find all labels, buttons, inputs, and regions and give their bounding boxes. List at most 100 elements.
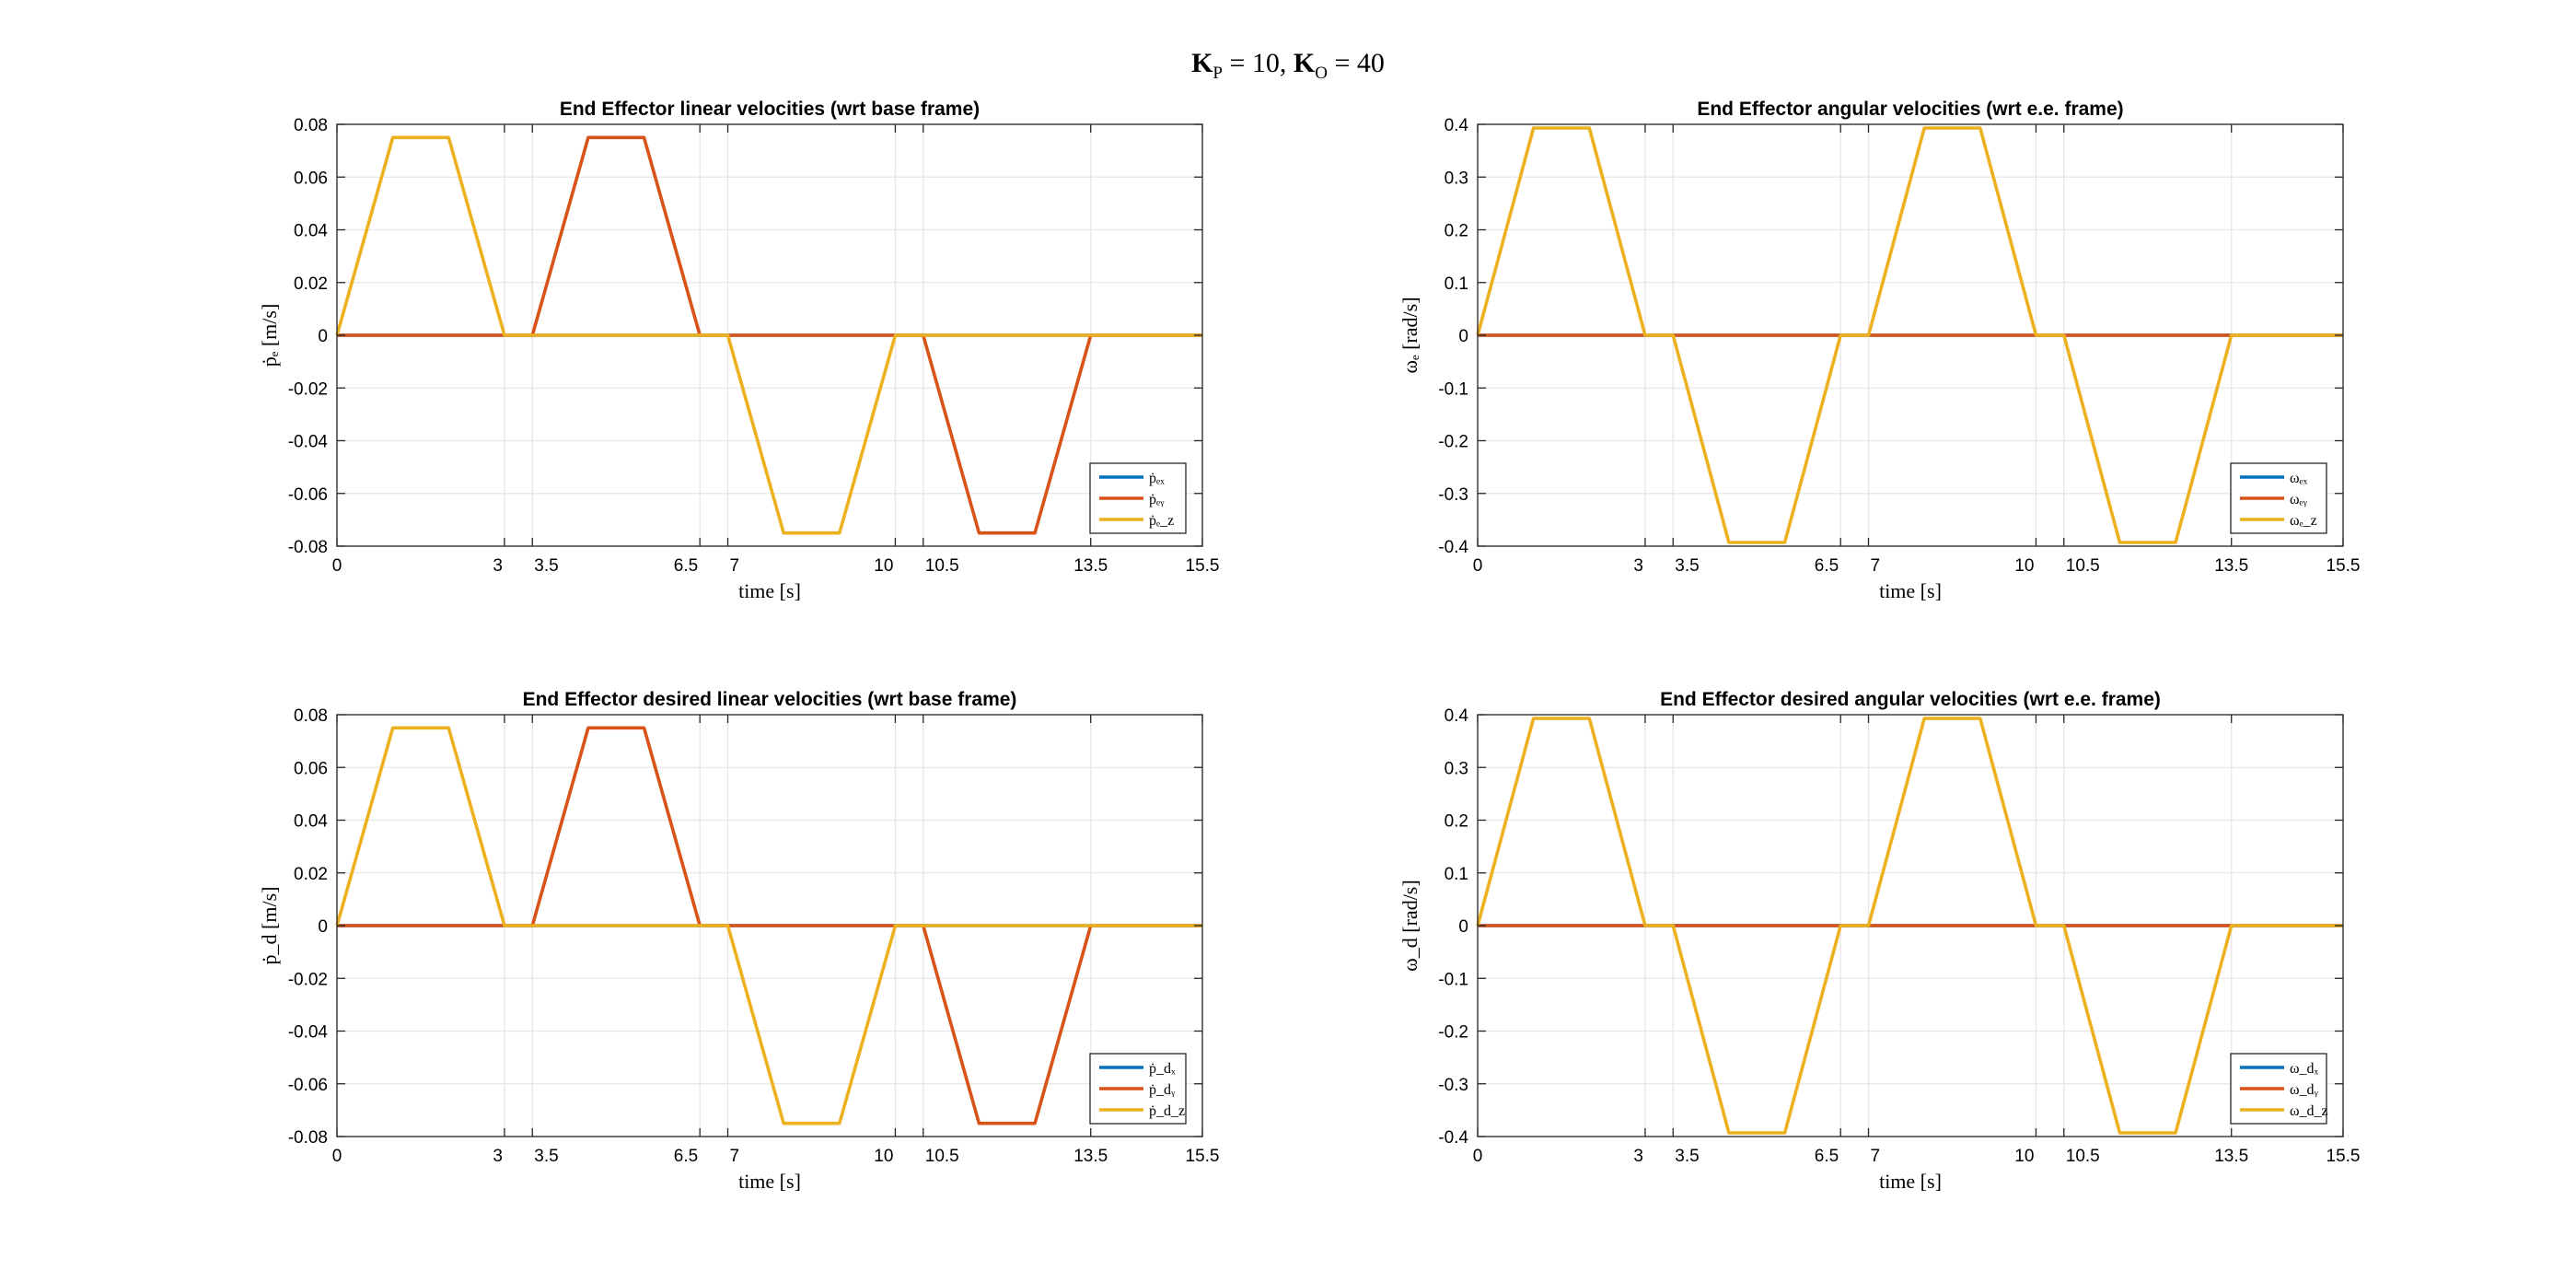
subplot-1: 0 3 3.5 6.5 7 10 10.5 13.5 15.5 -0.08 -0.06 -0.04 -0… (258, 99, 1219, 602)
x-tick-label: 15.5 (1186, 1147, 1220, 1166)
x-tick-label: 0 (332, 556, 342, 576)
y-tick-label: 0.08 (294, 116, 328, 135)
x-tick-label: 10 (874, 556, 893, 576)
x-tick-label: 6.5 (1815, 1147, 1839, 1166)
legend-label-2: ωₑᵧ (2290, 492, 2308, 507)
x-tick-label: 3 (493, 1147, 503, 1166)
series-line-3 (335, 135, 1202, 535)
legend: ω_dₓ ω_dᵧ ω_d_z (2230, 1053, 2328, 1125)
y-tick-label: 0.2 (1445, 812, 1468, 832)
subplot-4: 0 3 3.5 6.5 7 10 10.5 13.5 15.5 -0.4 -0.3 -0.2 -0.1 0… (1398, 689, 2360, 1193)
y-tick-label: 0.1 (1445, 274, 1468, 294)
series-line-3 (335, 726, 1202, 1125)
x-tick-label: 3 (1633, 556, 1643, 576)
y-tick-label: -0.2 (1438, 1023, 1468, 1043)
x-tick-label: 0 (332, 1147, 342, 1166)
legend-label-3: ωₑ_z (2290, 513, 2317, 529)
legend-label-1: ω_dₓ (2290, 1061, 2319, 1077)
x-tick-label: 10.5 (2066, 556, 2100, 576)
figure-title: KP = 10, KO = 40 (0, 48, 2576, 84)
y-tick-label: 0.1 (1445, 865, 1468, 884)
x-tick-label: 3 (1633, 1147, 1643, 1166)
legend-label-3: ṗₑ_z (1149, 513, 1174, 529)
legend-label-1: ωₑₓ (2290, 471, 2308, 486)
y-tick-label: 0 (1458, 327, 1468, 346)
y-tick-label: 0.06 (294, 759, 328, 778)
x-tick-label: 15.5 (1186, 556, 1220, 576)
y-tick-label: 0.04 (294, 222, 328, 241)
x-tick-label: 6.5 (674, 556, 698, 576)
x-tick-label: 3.5 (534, 1147, 558, 1166)
title-end: = 40 (1328, 48, 1385, 78)
x-tick-label: 13.5 (2214, 556, 2248, 576)
y-tick-label: 0.02 (294, 274, 328, 294)
x-tick-label: 15.5 (2327, 556, 2361, 576)
y-tick-label: 0.08 (294, 706, 328, 726)
legend-label-3: ω_d_z (2290, 1103, 2328, 1119)
y-tick-label: -0.3 (1438, 485, 1468, 505)
x-tick-label: 10 (2014, 556, 2034, 576)
x-tick-label: 10 (2014, 1147, 2034, 1166)
legend-label-1: ṗₑₓ (1149, 471, 1165, 486)
x-tick-label: 10.5 (925, 1147, 959, 1166)
title-mid: = 10, (1223, 48, 1294, 78)
y-tick-label: 0.4 (1445, 706, 1469, 726)
y-tick-label: 0.04 (294, 812, 328, 832)
y-tick-label: -0.4 (1438, 538, 1468, 557)
y-tick-label: -0.4 (1438, 1128, 1468, 1148)
series-line-3 (1476, 717, 2343, 1135)
legend-label-1: ṗ_dₓ (1149, 1061, 1176, 1077)
x-tick-label: 6.5 (674, 1147, 698, 1166)
subplot-title: End Effector desired linear velocities (… (523, 689, 1017, 710)
y-tick-label: 0.02 (294, 865, 328, 884)
y-tick-label: 0 (1458, 917, 1468, 937)
x-tick-label: 10.5 (2066, 1147, 2100, 1166)
x-tick-label: 13.5 (2214, 1147, 2248, 1166)
y-tick-label: 0 (318, 327, 328, 346)
y-tick-label: 0.2 (1445, 222, 1468, 241)
x-tick-label: 3.5 (534, 556, 558, 576)
y-axis-label: ṗₑ [m/s] (258, 304, 281, 367)
x-axis-label: time [s] (738, 579, 801, 602)
subplot-title: End Effector angular velocities (wrt e.e… (1697, 99, 2123, 120)
legend-label-2: ṗ_dᵧ (1149, 1082, 1176, 1098)
x-tick-label: 10 (874, 1147, 893, 1166)
title-k2: K (1293, 48, 1316, 78)
y-tick-label: -0.1 (1438, 379, 1468, 399)
y-tick-label: -0.02 (288, 379, 328, 399)
y-tick-label: -0.06 (288, 485, 328, 505)
title-k: K (1191, 48, 1213, 78)
x-tick-label: 3 (493, 556, 503, 576)
x-tick-label: 7 (1871, 1147, 1881, 1166)
y-tick-label: -0.08 (288, 538, 328, 557)
subplot-3: 0 3 3.5 6.5 7 10 10.5 13.5 15.5 -0.08 -0.06 -0.04 -0… (258, 689, 1219, 1193)
y-axis-label: ω_d [rad/s] (1398, 880, 1421, 971)
legend-label-2: ω_dᵧ (2290, 1082, 2319, 1098)
x-tick-label: 7 (1871, 556, 1881, 576)
y-tick-label: -0.08 (288, 1128, 328, 1148)
x-tick-label: 3.5 (1675, 1147, 1699, 1166)
subplot-title: End Effector desired angular velocities … (1660, 689, 2161, 710)
x-tick-label: 10.5 (925, 556, 959, 576)
y-tick-label: -0.3 (1438, 1076, 1468, 1095)
x-tick-label: 13.5 (1073, 1147, 1108, 1166)
y-tick-label: -0.02 (288, 970, 328, 989)
legend-label-2: ṗₑᵧ (1149, 492, 1165, 507)
x-tick-label: 3.5 (1675, 556, 1699, 576)
x-axis-label: time [s] (1879, 1170, 1942, 1193)
y-axis-label: ωₑ [rad/s] (1398, 297, 1421, 373)
legend-label-3: ṗ_d_z (1149, 1103, 1185, 1119)
title-sub-p: P (1213, 64, 1223, 83)
y-tick-label: -0.2 (1438, 433, 1468, 452)
y-tick-label: 0.06 (294, 169, 328, 188)
y-tick-label: 0.4 (1445, 116, 1469, 135)
x-tick-label: 13.5 (1073, 556, 1108, 576)
x-axis-label: time [s] (1879, 579, 1942, 602)
x-tick-label: 0 (1473, 1147, 1483, 1166)
x-tick-label: 7 (730, 556, 740, 576)
y-tick-label: -0.06 (288, 1076, 328, 1095)
legend: ṗ_dₓ ṗ_dᵧ ṗ_d_z (1089, 1053, 1187, 1125)
title-sub-o: O (1315, 64, 1328, 83)
series-line-3 (1476, 126, 2343, 544)
